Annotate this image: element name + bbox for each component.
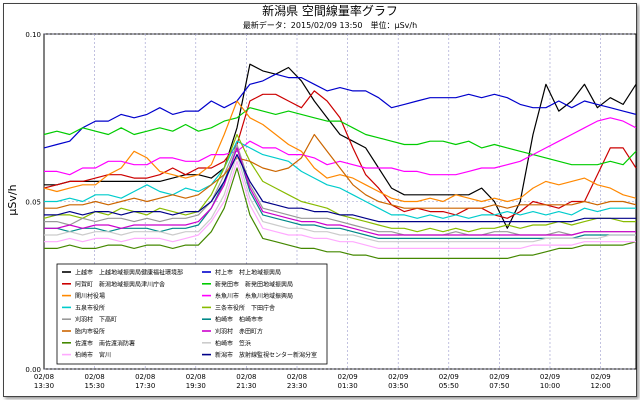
series-line-2 [43, 73, 637, 149]
legend-label: 三条市役所 下田庁舎 [215, 304, 275, 312]
x-tick-time: 03:50 [388, 382, 408, 390]
x-tick-time: 17:30 [135, 382, 155, 390]
chart-subtitle: 最新データ：2015/02/09 13:50 単位：μSv/h [243, 20, 417, 30]
legend-label: 新潟市 放射線監視センター新潟分室 [215, 351, 317, 359]
series-line-11 [44, 133, 637, 209]
legend-label: 柏崎市 柏崎市市 [215, 316, 263, 324]
legend-label: 刈羽村 下高町 [75, 316, 117, 324]
y-axis-label: μSv/h [6, 184, 19, 215]
series-line-16 [44, 154, 636, 223]
x-tick-date: 02/09 [388, 373, 408, 381]
series-line-5 [43, 100, 637, 203]
legend-label: 刈羽村 赤田町方 [215, 328, 263, 336]
x-tick-date: 02/08 [34, 373, 54, 381]
series-line-12 [44, 147, 636, 236]
x-tick-time: 12:00 [590, 382, 610, 390]
legend-label: 上越市 上越地域振興局健康福祉環境部 [75, 269, 183, 277]
legend-label: 胎内市役所 [75, 328, 105, 336]
legend-label: 柏崎市 笠浜 [215, 339, 251, 347]
x-tick-date: 02/08 [186, 373, 206, 381]
x-tick-date: 02/08 [135, 373, 155, 381]
x-tick-time: 15:30 [85, 382, 105, 390]
legend-label: 糸魚川市 糸魚川地域振興局 [215, 292, 293, 300]
y-tick-label: 0.10 [25, 31, 41, 39]
x-tick-time: 13:30 [34, 382, 54, 390]
legend-label: 村上市 村上地域振興局 [215, 269, 281, 277]
x-tick-time: 23:30 [287, 382, 307, 390]
series-line-4 [43, 107, 637, 166]
series-line-15 [44, 160, 636, 249]
legend-label: 柏崎市 宮川 [75, 351, 111, 359]
x-tick-time: 10:00 [540, 382, 560, 390]
x-tick-time: 19:30 [186, 382, 206, 390]
x-tick-date: 02/08 [236, 373, 256, 381]
x-tick-date: 02/09 [439, 373, 459, 381]
x-tick-time: 05:50 [439, 382, 459, 390]
series-line-13 [44, 167, 637, 259]
series-line-14 [44, 154, 636, 243]
legend-label: 新発田市 新発田地域振興局 [215, 280, 293, 288]
x-tick-time: 21:30 [236, 382, 256, 390]
chart-title: 新潟県 空間線量率グラフ [262, 3, 398, 18]
x-tick-date: 02/09 [540, 373, 560, 381]
legend-label: 五泉市役所 [75, 304, 105, 312]
series-line-6 [44, 117, 637, 176]
legend-label: 佐渡市 南佐渡消防署 [75, 339, 135, 347]
x-tick-date: 02/09 [489, 373, 509, 381]
legend-label: 関川村役場 [75, 292, 105, 300]
series-line-1 [44, 63, 637, 229]
y-tick-label: 0.05 [25, 199, 41, 207]
series-line-10 [44, 147, 636, 239]
x-tick-time: 07:50 [489, 382, 509, 390]
legend-label: 阿賀町 新潟地域振興局津川庁舎 [75, 280, 165, 288]
series-line-7 [44, 140, 636, 219]
x-tick-time: 01:30 [337, 382, 357, 390]
y-tick-label: 0.00 [25, 366, 41, 374]
x-tick-date: 02/09 [337, 373, 357, 381]
legend-box [56, 263, 328, 365]
x-tick-date: 02/08 [85, 373, 105, 381]
series-line-3 [43, 90, 637, 219]
x-tick-date: 02/08 [287, 373, 307, 381]
x-tick-date: 02/09 [590, 373, 610, 381]
